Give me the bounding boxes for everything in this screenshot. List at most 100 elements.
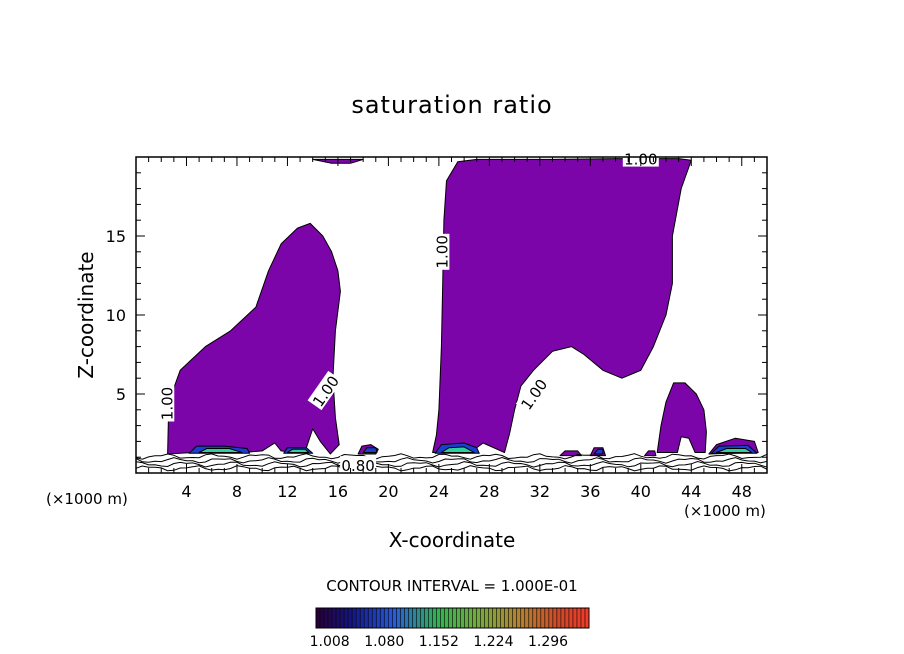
sat-region-center	[432, 158, 692, 453]
colorbar-swatch	[512, 608, 517, 628]
colorbar-swatch	[464, 608, 469, 628]
x-tick-label: 24	[429, 482, 449, 501]
colorbar-swatch	[572, 608, 577, 628]
colorbar-swatch	[352, 608, 357, 628]
sat-high-9	[362, 447, 378, 453]
colorbar-swatch	[428, 608, 433, 628]
x-unit-left: (×1000 m)	[46, 490, 128, 508]
colorbar-swatch	[368, 608, 373, 628]
colorbar-swatch	[448, 608, 453, 628]
low-contour-line	[135, 456, 768, 464]
colorbar-swatch	[468, 608, 473, 628]
colorbar-swatch	[360, 608, 365, 628]
colorbar-swatch	[460, 608, 465, 628]
colorbar-swatch	[504, 608, 509, 628]
colorbar	[315, 608, 589, 628]
colorbar-swatch	[576, 608, 581, 628]
y-tick-label: 5	[116, 385, 126, 404]
colorbar-swatch	[536, 608, 541, 628]
colorbar-swatch	[372, 608, 377, 628]
colorbar-tick-labels: 1.008 1.080 1.152 1.224 1.296	[310, 634, 569, 650]
colorbar-swatch	[540, 608, 545, 628]
colorbar-swatch	[444, 608, 449, 628]
colorbar-swatch	[384, 608, 389, 628]
contour-label: 1.00	[433, 235, 451, 268]
colorbar-swatch	[520, 608, 525, 628]
x-tick-label: 40	[631, 482, 651, 501]
colorbar-swatch	[380, 608, 385, 628]
colorbar-swatch	[552, 608, 557, 628]
y-tick-label: 10	[106, 306, 126, 325]
x-tick-label: 32	[530, 482, 550, 501]
x-tick-label: 44	[681, 482, 701, 501]
colorbar-swatch	[356, 608, 361, 628]
colorbar-swatch	[436, 608, 441, 628]
colorbar-swatch	[400, 608, 405, 628]
colorbar-swatch	[584, 608, 589, 628]
x-unit-right: (×1000 m)	[684, 502, 766, 520]
colorbar-swatch	[404, 608, 409, 628]
colorbar-swatch	[548, 608, 553, 628]
colorbar-swatch	[532, 608, 537, 628]
low-contour-line	[135, 460, 768, 468]
colorbar-swatch	[580, 608, 585, 628]
colorbar-swatch	[408, 608, 413, 628]
colorbar-swatch	[420, 608, 425, 628]
sat-patch-d	[644, 450, 657, 457]
colorbar-swatch	[316, 608, 321, 628]
x-tick-label: 20	[378, 482, 398, 501]
sat-high-4	[286, 448, 310, 453]
sat-region-left	[167, 222, 341, 455]
x-tick-label: 12	[277, 482, 297, 501]
x-axis-label: X-coordinate	[389, 528, 516, 552]
colorbar-swatch	[560, 608, 565, 628]
colorbar-swatch	[328, 608, 333, 628]
x-tick-label: 16	[328, 482, 348, 501]
colorbar-tick-label: 1.296	[528, 634, 568, 650]
contour-label: 0.80	[341, 457, 374, 475]
colorbar-swatch	[508, 608, 513, 628]
colorbar-swatch	[348, 608, 353, 628]
contour-label-bg	[307, 370, 343, 411]
x-tick-label: 4	[181, 482, 191, 501]
colorbar-swatch	[452, 608, 457, 628]
colorbar-swatch	[432, 608, 437, 628]
colorbar-swatch	[500, 608, 505, 628]
colorbar-swatch	[456, 608, 461, 628]
colorbar-swatch	[472, 608, 477, 628]
low-contour-line	[135, 453, 768, 460]
colorbar-swatch	[336, 608, 341, 628]
sat-region-right	[656, 382, 707, 453]
colorbar-swatch	[524, 608, 529, 628]
colorbar-swatch	[344, 608, 349, 628]
x-tick-label: 28	[479, 482, 499, 501]
contour-label-bg	[432, 233, 450, 270]
x-tick-label: 48	[732, 482, 752, 501]
y-axis-label: Z-coordinate	[74, 251, 98, 378]
y-tick-label: 15	[106, 227, 126, 246]
colorbar-tick-label: 1.152	[419, 634, 459, 650]
contour-interval-text: CONTOUR INTERVAL = 1.000E-01	[326, 577, 577, 595]
colorbar-swatch	[484, 608, 489, 628]
colorbar-swatch	[528, 608, 533, 628]
colorbar-swatch	[496, 608, 501, 628]
colorbar-swatch	[392, 608, 397, 628]
filled-contours	[167, 158, 759, 457]
colorbar-swatch	[340, 608, 345, 628]
colorbar-swatch	[388, 608, 393, 628]
colorbar-swatch	[544, 608, 549, 628]
colorbar-frame	[315, 607, 590, 629]
colorbar-swatch	[412, 608, 417, 628]
colorbar-swatch	[416, 608, 421, 628]
colorbar-swatch	[488, 608, 493, 628]
colorbar-swatch	[564, 608, 569, 628]
sat-high-6	[440, 446, 475, 453]
x-tick-label: 36	[580, 482, 600, 501]
colorbar-swatch	[320, 608, 325, 628]
contour-label-bg	[340, 456, 377, 474]
chart-title: saturation ratio	[351, 91, 552, 119]
colorbar-swatch	[492, 608, 497, 628]
y-ticks: 5 10 15	[106, 172, 767, 458]
colorbar-swatch	[516, 608, 521, 628]
